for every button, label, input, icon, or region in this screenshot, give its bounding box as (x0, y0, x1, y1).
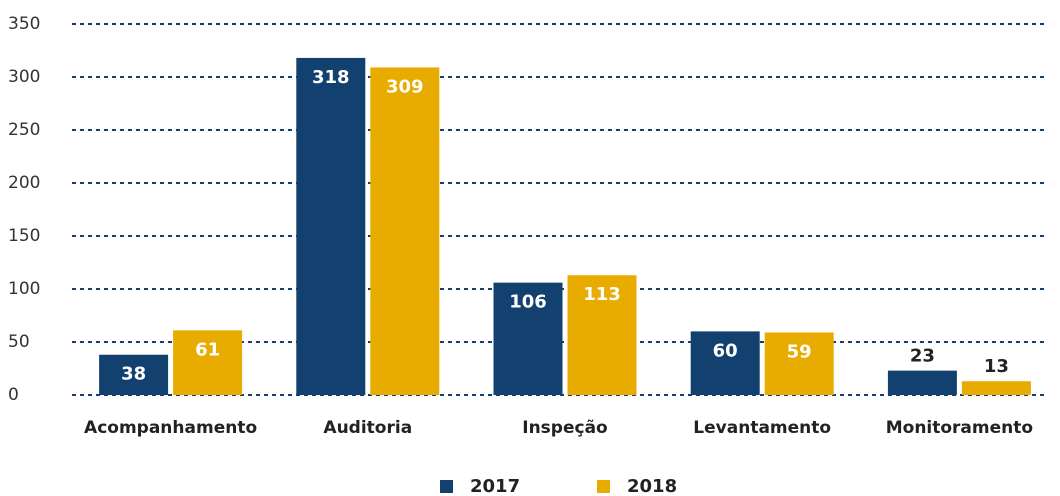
x-tick-label: Acompanhamento (84, 418, 257, 438)
x-tick-label: Levantamento (693, 418, 831, 438)
bar (764, 332, 834, 395)
y-tick-label: 200 (8, 173, 40, 193)
legend-swatch (597, 480, 610, 493)
value-label: 23 (910, 346, 935, 367)
value-label: 60 (713, 340, 738, 361)
value-label: 61 (195, 339, 220, 360)
bar (961, 381, 1031, 395)
value-label: 318 (312, 67, 350, 88)
bar (887, 370, 957, 395)
legend-label: 2018 (627, 476, 677, 496)
legend-label: 2017 (470, 476, 520, 496)
value-label: 309 (386, 76, 424, 97)
x-tick-label: Monitoramento (886, 418, 1033, 438)
bar (99, 354, 169, 395)
value-label: 59 (787, 341, 812, 362)
value-label: 13 (984, 356, 1009, 377)
x-tick-label: Auditoria (323, 418, 412, 438)
bar (690, 331, 760, 395)
value-label: 113 (583, 284, 621, 305)
value-label: 38 (121, 364, 146, 385)
y-tick-label: 150 (8, 226, 40, 246)
bar (296, 57, 366, 396)
x-tick-label: Inspeção (522, 418, 607, 438)
y-tick-label: 0 (8, 385, 19, 405)
legend-swatch (440, 480, 453, 493)
bar (493, 282, 563, 395)
y-tick-label: 250 (8, 120, 40, 140)
bar (370, 67, 440, 396)
bar (173, 330, 243, 395)
y-tick-label: 100 (8, 279, 40, 299)
value-label: 106 (509, 292, 547, 313)
y-tick-label: 350 (8, 14, 40, 34)
bar (567, 275, 637, 395)
y-tick-label: 50 (8, 332, 30, 352)
y-tick-label: 300 (8, 67, 40, 87)
